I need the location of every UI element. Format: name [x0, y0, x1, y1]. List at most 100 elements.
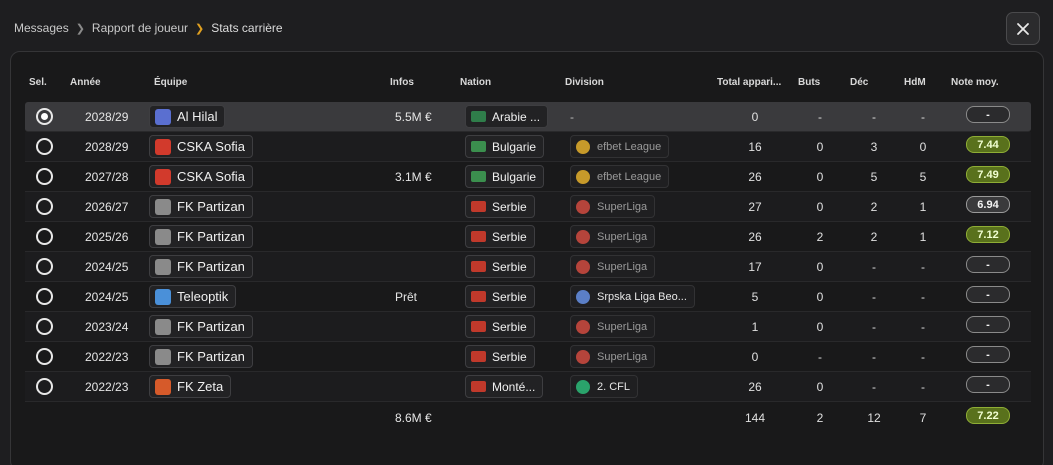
- nation-chip[interactable]: Serbie: [465, 315, 535, 338]
- division-chip[interactable]: efbet League: [570, 165, 670, 188]
- row-select-radio[interactable]: [36, 198, 53, 215]
- nation-name: Serbie: [492, 229, 527, 244]
- league-logo-icon: [576, 319, 590, 334]
- division-chip[interactable]: 2. CFL: [570, 375, 639, 398]
- season-year: 2025/26: [85, 229, 129, 244]
- table-row[interactable]: 2024/25 FK Partizan Serbie SuperLiga 17 0 - - -: [25, 252, 1031, 282]
- team-chip[interactable]: FK Partizan: [149, 315, 253, 338]
- col-assists[interactable]: Déc: [850, 77, 869, 88]
- nation-chip[interactable]: Serbie: [465, 255, 535, 278]
- division-chip[interactable]: SuperLiga: [570, 195, 656, 218]
- team-chip[interactable]: FK Partizan: [149, 345, 253, 368]
- row-select-radio[interactable]: [36, 258, 53, 275]
- season-year: 2023/24: [85, 319, 129, 334]
- division-chip[interactable]: SuperLiga: [570, 255, 656, 278]
- col-sel[interactable]: Sel.: [29, 77, 47, 88]
- close-button[interactable]: [1006, 12, 1040, 45]
- table-row[interactable]: 2024/25 Teleoptik Prêt Serbie Srpska Liga Be…: [25, 282, 1031, 312]
- assists: 2: [870, 199, 878, 214]
- team-chip[interactable]: CSKA Sofia: [149, 135, 253, 158]
- appearances: 26: [748, 379, 762, 394]
- table-header: Sel. Année Équipe Infos Nation Division …: [25, 69, 1031, 95]
- season-year: 2028/29: [85, 109, 129, 124]
- appearances: 26: [748, 229, 762, 244]
- team-chip[interactable]: FK Partizan: [149, 225, 253, 248]
- col-division[interactable]: Division: [565, 77, 604, 88]
- player-of-match: -: [921, 259, 925, 274]
- division-chip[interactable]: SuperLiga: [570, 315, 656, 338]
- player-of-match: 5: [919, 169, 927, 184]
- row-select-radio[interactable]: [36, 168, 53, 185]
- row-select-radio[interactable]: [36, 138, 53, 155]
- col-year[interactable]: Année: [70, 77, 101, 88]
- team-chip[interactable]: FK Partizan: [149, 195, 253, 218]
- breadcrumb-player-report[interactable]: Rapport de joueur: [91, 21, 188, 35]
- table-row[interactable]: 2022/23 FK Partizan Serbie SuperLiga 0 - - - -: [25, 342, 1031, 372]
- nation-chip[interactable]: Serbie: [465, 345, 535, 368]
- division-chip[interactable]: efbet League: [570, 135, 670, 158]
- col-nation[interactable]: Nation: [460, 77, 492, 88]
- nation-chip[interactable]: Bulgarie: [465, 135, 545, 158]
- player-of-match: 1: [919, 229, 927, 244]
- team-crest-icon: [155, 198, 171, 215]
- table-row[interactable]: 2023/24 FK Partizan Serbie SuperLiga 1 0 - - -: [25, 312, 1031, 342]
- team-crest-icon: [155, 348, 171, 365]
- appearances: 16: [748, 139, 762, 154]
- nation-chip[interactable]: Arabie ...: [465, 105, 549, 128]
- nation-chip[interactable]: Serbie: [465, 225, 535, 248]
- appearances: 0: [751, 109, 759, 124]
- appearances: 5: [751, 289, 759, 304]
- goals: -: [818, 109, 822, 124]
- team-chip[interactable]: Al Hilal: [149, 105, 226, 128]
- row-select-radio[interactable]: [36, 108, 53, 125]
- row-select-radio[interactable]: [36, 228, 53, 245]
- team-chip[interactable]: FK Zeta: [149, 375, 232, 398]
- team-chip[interactable]: Teleoptik: [149, 285, 237, 308]
- nation-name: Serbie: [492, 259, 527, 274]
- avg-rating-badge: -: [966, 256, 1010, 273]
- team-chip[interactable]: CSKA Sofia: [149, 165, 253, 188]
- goals: 0: [816, 169, 824, 184]
- nation-chip[interactable]: Bulgarie: [465, 165, 545, 188]
- table-row[interactable]: 2025/26 FK Partizan Serbie SuperLiga 26 2 2 1 7.…: [25, 222, 1031, 252]
- appearances: 26: [748, 169, 762, 184]
- table-row[interactable]: 2022/23 FK Zeta Monté... 2. CFL 26 0 - - -: [25, 372, 1031, 402]
- league-logo-icon: [576, 289, 590, 304]
- chevron-right-icon: ❯: [75, 22, 85, 35]
- team-chip[interactable]: FK Partizan: [149, 255, 253, 278]
- avg-rating-badge: 6.94: [966, 196, 1010, 213]
- col-goals[interactable]: Buts: [798, 77, 821, 88]
- team-name: FK Zeta: [177, 379, 224, 394]
- player-of-match: 1: [919, 199, 927, 214]
- col-team[interactable]: Équipe: [154, 77, 188, 88]
- nation-chip[interactable]: Serbie: [465, 285, 535, 308]
- division-chip[interactable]: Srpska Liga Beo...: [570, 285, 695, 308]
- table-row[interactable]: 2026/27 FK Partizan Serbie SuperLiga 27 0 2 1 6.…: [25, 192, 1031, 222]
- top-bar: Messages ❯ Rapport de joueur ❯ Stats car…: [0, 0, 1053, 56]
- team-name: CSKA Sofia: [177, 169, 245, 184]
- team-name: FK Partizan: [177, 319, 245, 334]
- nation-chip[interactable]: Serbie: [465, 195, 535, 218]
- row-select-radio[interactable]: [36, 288, 53, 305]
- division-chip[interactable]: SuperLiga: [570, 225, 656, 248]
- team-name: Teleoptik: [177, 289, 229, 304]
- col-player-of-match[interactable]: HdM: [904, 77, 926, 88]
- flag-icon: [471, 261, 486, 272]
- goals: 0: [816, 379, 824, 394]
- col-infos[interactable]: Infos: [390, 77, 414, 88]
- row-select-radio[interactable]: [36, 348, 53, 365]
- league-logo-icon: [576, 199, 590, 214]
- col-avg-rating[interactable]: Note moy.: [951, 77, 999, 88]
- nation-name: Serbie: [492, 349, 527, 364]
- team-name: FK Partizan: [177, 229, 245, 244]
- table-row[interactable]: 2027/28 CSKA Sofia 3.1M € Bulgarie efbet Lea…: [25, 162, 1031, 192]
- col-appearances[interactable]: Total appari...: [717, 77, 782, 88]
- flag-icon: [471, 171, 486, 182]
- breadcrumb-messages[interactable]: Messages: [14, 21, 69, 35]
- row-select-radio[interactable]: [36, 378, 53, 395]
- table-row[interactable]: 2028/29 Al Hilal 5.5M € Arabie ... - 0 - - - -: [25, 102, 1031, 132]
- division-chip[interactable]: SuperLiga: [570, 345, 656, 368]
- nation-chip[interactable]: Monté...: [465, 375, 544, 398]
- row-select-radio[interactable]: [36, 318, 53, 335]
- table-row[interactable]: 2028/29 CSKA Sofia Bulgarie efbet League 16 0…: [25, 132, 1031, 162]
